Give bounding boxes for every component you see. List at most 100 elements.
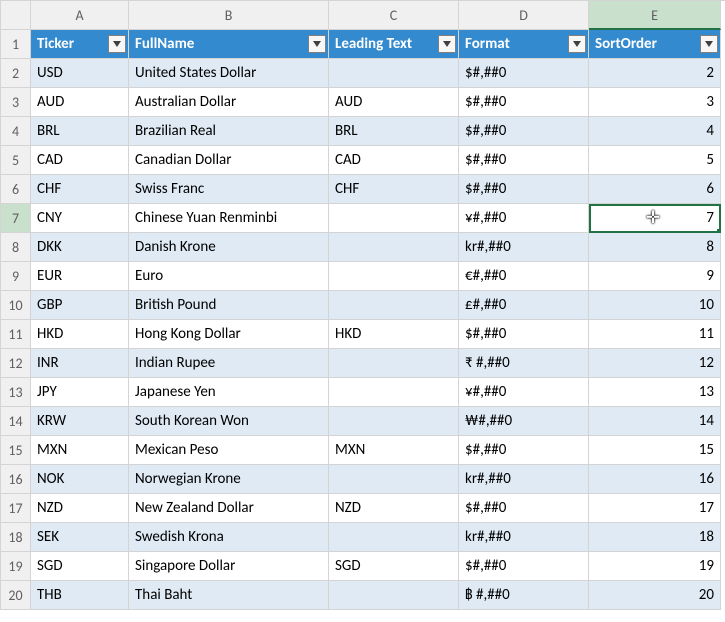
cell-leading-text[interactable] (329, 59, 459, 88)
column-header-A[interactable]: A (31, 1, 129, 30)
cell-sortorder[interactable]: 4 (589, 117, 721, 146)
cell-leading-text[interactable]: CHF (329, 175, 459, 204)
filter-dropdown-icon[interactable] (700, 35, 718, 53)
cell-format[interactable]: $#,##0 (459, 320, 589, 349)
cell-format[interactable]: $#,##0 (459, 494, 589, 523)
cell-ticker[interactable]: HKD (31, 320, 129, 349)
cell-fullname[interactable]: New Zealand Dollar (129, 494, 329, 523)
cell-format[interactable]: £#,##0 (459, 291, 589, 320)
cell-sortorder[interactable]: 12 (589, 349, 721, 378)
cell-format[interactable]: $#,##0 (459, 117, 589, 146)
row-header-16[interactable]: 16 (1, 465, 31, 494)
cell-ticker[interactable]: EUR (31, 262, 129, 291)
cell-leading-text[interactable]: BRL (329, 117, 459, 146)
cell-format[interactable]: $#,##0 (459, 552, 589, 581)
row-header-14[interactable]: 14 (1, 407, 31, 436)
cell-format[interactable]: $#,##0 (459, 175, 589, 204)
cell-sortorder[interactable]: 19 (589, 552, 721, 581)
cell-sortorder[interactable]: 17 (589, 494, 721, 523)
select-all-corner[interactable] (1, 1, 31, 30)
cell-fullname[interactable]: Danish Krone (129, 233, 329, 262)
cell-format[interactable]: $#,##0 (459, 436, 589, 465)
cell-format[interactable]: $#,##0 (459, 88, 589, 117)
cell-leading-text[interactable] (329, 204, 459, 233)
row-header-8[interactable]: 8 (1, 233, 31, 262)
cell-sortorder[interactable]: 5 (589, 146, 721, 175)
cell-leading-text[interactable] (329, 407, 459, 436)
cell-sortorder[interactable]: 16 (589, 465, 721, 494)
cell-fullname[interactable]: Thai Baht (129, 581, 329, 610)
cell-format[interactable]: $#,##0 (459, 146, 589, 175)
row-header-19[interactable]: 19 (1, 552, 31, 581)
column-header-D[interactable]: D (459, 1, 589, 30)
row-header-6[interactable]: 6 (1, 175, 31, 204)
cell-leading-text[interactable] (329, 233, 459, 262)
cell-ticker[interactable]: JPY (31, 378, 129, 407)
filter-dropdown-icon[interactable] (568, 35, 586, 53)
cell-fullname[interactable]: Euro (129, 262, 329, 291)
row-header-13[interactable]: 13 (1, 378, 31, 407)
cell-ticker[interactable]: DKK (31, 233, 129, 262)
cell-leading-text[interactable] (329, 262, 459, 291)
cell-ticker[interactable]: CAD (31, 146, 129, 175)
cell-leading-text[interactable] (329, 378, 459, 407)
cell-fullname[interactable]: Chinese Yuan Renminbi (129, 204, 329, 233)
cell-sortorder[interactable]: 9 (589, 262, 721, 291)
cell-sortorder[interactable]: 14 (589, 407, 721, 436)
cell-sortorder[interactable]: 10 (589, 291, 721, 320)
table-header-sortorder[interactable]: SortOrder (589, 30, 721, 59)
cell-leading-text[interactable]: SGD (329, 552, 459, 581)
cell-leading-text[interactable]: NZD (329, 494, 459, 523)
cell-sortorder[interactable]: 13 (589, 378, 721, 407)
cell-fullname[interactable]: South Korean Won (129, 407, 329, 436)
cell-ticker[interactable]: CNY (31, 204, 129, 233)
row-header-9[interactable]: 9 (1, 262, 31, 291)
row-header-10[interactable]: 10 (1, 291, 31, 320)
cell-fullname[interactable]: Mexican Peso (129, 436, 329, 465)
cell-ticker[interactable]: SGD (31, 552, 129, 581)
cell-sortorder[interactable]: 15 (589, 436, 721, 465)
cell-ticker[interactable]: USD (31, 59, 129, 88)
filter-dropdown-icon[interactable] (308, 35, 326, 53)
cell-sortorder[interactable]: 6 (589, 175, 721, 204)
cell-fullname[interactable]: Norwegian Krone (129, 465, 329, 494)
cell-sortorder[interactable]: 3 (589, 88, 721, 117)
cell-fullname[interactable]: United States Dollar (129, 59, 329, 88)
cell-format[interactable]: ₹ #,##0 (459, 349, 589, 378)
fill-handle[interactable] (717, 229, 721, 233)
cell-fullname[interactable]: British Pound (129, 291, 329, 320)
cell-fullname[interactable]: Brazilian Real (129, 117, 329, 146)
cell-format[interactable]: $#,##0 (459, 59, 589, 88)
cell-format[interactable]: ¥#,##0 (459, 204, 589, 233)
column-header-B[interactable]: B (129, 1, 329, 30)
cell-fullname[interactable]: Singapore Dollar (129, 552, 329, 581)
cell-format[interactable]: ฿ #,##0 (459, 581, 589, 610)
cell-sortorder[interactable]: 18 (589, 523, 721, 552)
spreadsheet-grid[interactable]: ABCDE1TickerFullNameLeading TextFormatSo… (0, 0, 725, 610)
cell-leading-text[interactable]: AUD (329, 88, 459, 117)
cell-sortorder[interactable]: 7✛ (589, 204, 721, 233)
cell-format[interactable]: ¥#,##0 (459, 378, 589, 407)
row-header-17[interactable]: 17 (1, 494, 31, 523)
row-header-3[interactable]: 3 (1, 88, 31, 117)
cell-sortorder[interactable]: 20 (589, 581, 721, 610)
cell-fullname[interactable]: Canadian Dollar (129, 146, 329, 175)
cell-leading-text[interactable] (329, 291, 459, 320)
cell-leading-text[interactable]: HKD (329, 320, 459, 349)
row-header-1[interactable]: 1 (1, 30, 31, 59)
table-header-leading-text[interactable]: Leading Text (329, 30, 459, 59)
row-header-11[interactable]: 11 (1, 320, 31, 349)
column-header-E[interactable]: E (589, 1, 721, 30)
row-header-5[interactable]: 5 (1, 146, 31, 175)
cell-ticker[interactable]: AUD (31, 88, 129, 117)
cell-ticker[interactable]: NZD (31, 494, 129, 523)
cell-ticker[interactable]: SEK (31, 523, 129, 552)
row-header-12[interactable]: 12 (1, 349, 31, 378)
cell-ticker[interactable]: KRW (31, 407, 129, 436)
cell-fullname[interactable]: Swedish Krona (129, 523, 329, 552)
cell-sortorder[interactable]: 8 (589, 233, 721, 262)
cell-format[interactable]: kr#,##0 (459, 233, 589, 262)
row-header-4[interactable]: 4 (1, 117, 31, 146)
cell-fullname[interactable]: Indian Rupee (129, 349, 329, 378)
cell-leading-text[interactable] (329, 349, 459, 378)
